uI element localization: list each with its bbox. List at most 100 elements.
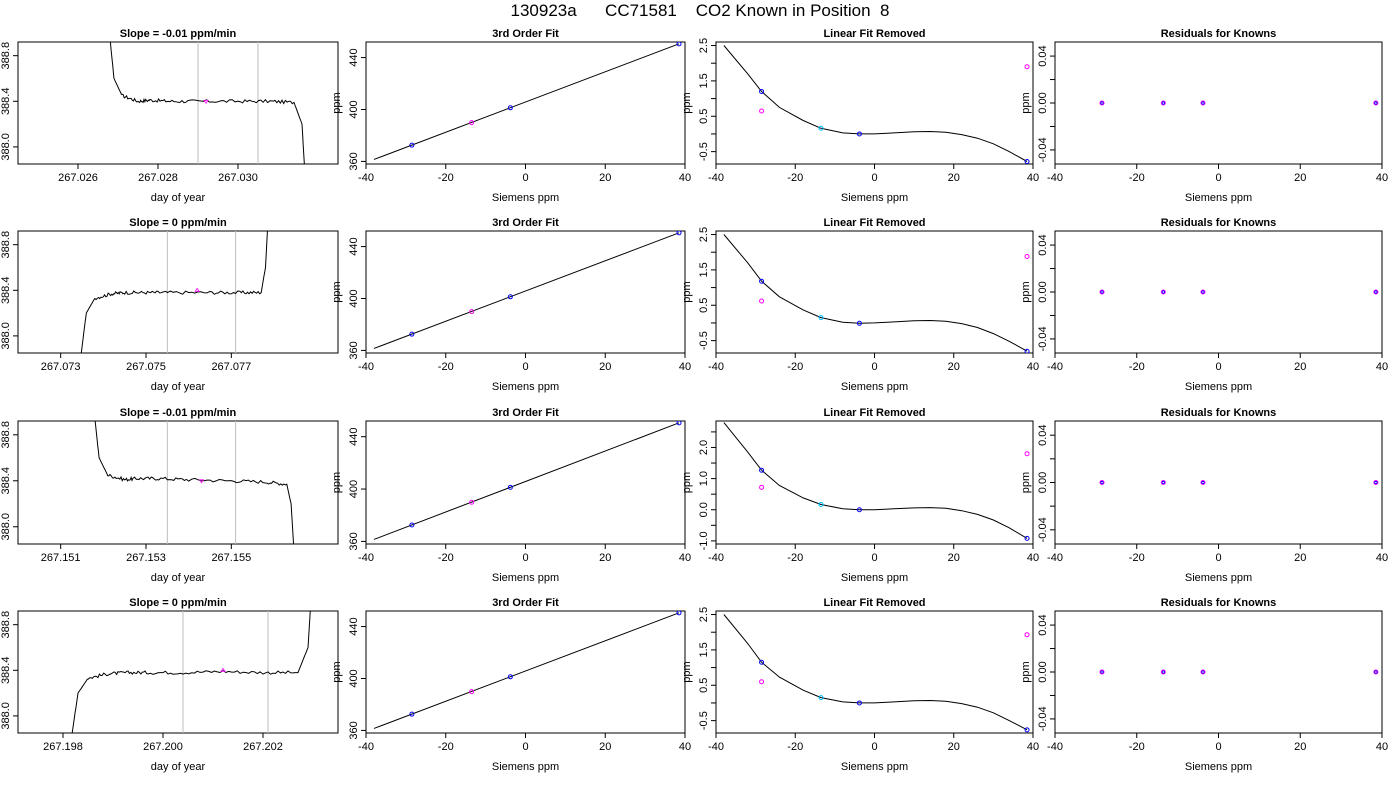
residual-point bbox=[1099, 289, 1105, 295]
x-tick-label: -20 bbox=[438, 552, 454, 564]
y-tick-label: 0.04 bbox=[1037, 45, 1049, 66]
x-tick-label: 267.026 bbox=[58, 172, 98, 184]
x-tick-label: 20 bbox=[948, 361, 960, 373]
plot-panel-fit-3: 3rd Order Fit -40 -20 0 20 40 Siemens ppm 360 40… bbox=[331, 407, 691, 584]
x-tick-label: 20 bbox=[948, 552, 960, 564]
y-tick-label: 360 bbox=[348, 721, 360, 739]
y-tick-label: 400 bbox=[348, 480, 360, 498]
y-tick-label: 388.4 bbox=[0, 277, 12, 305]
x-tick-label: -20 bbox=[1129, 552, 1145, 564]
mean-marker bbox=[198, 479, 205, 484]
fit-line bbox=[373, 422, 680, 540]
residual-point bbox=[1373, 289, 1379, 295]
y-tick-label: 360 bbox=[348, 341, 360, 359]
x-tick-label: 40 bbox=[679, 361, 691, 373]
x-tick-label: -40 bbox=[1047, 361, 1063, 373]
plot-area bbox=[373, 421, 682, 540]
x-tick-label: -40 bbox=[358, 172, 374, 184]
plot-panel-resid-3: Residuals for Knowns -40 -20 0 20 40 Siemens p… bbox=[1020, 407, 1388, 584]
plot-area bbox=[373, 611, 682, 729]
fit-curve bbox=[723, 45, 1028, 162]
residual-point-inner bbox=[1201, 290, 1205, 294]
y-axis-label: ppm bbox=[681, 472, 693, 493]
x-tick-label: 0 bbox=[871, 361, 877, 373]
x-tick-label: -40 bbox=[358, 741, 374, 753]
y-tick-label: 388.4 bbox=[0, 88, 12, 116]
x-tick-label: 0 bbox=[1215, 741, 1221, 753]
x-axis-label: Siemens ppm bbox=[841, 761, 908, 773]
residual-point bbox=[1373, 669, 1379, 675]
plot-panel-time-1: Slope = -0.01 ppm/min 267.026 267.028 267.0… bbox=[0, 28, 339, 204]
x-tick-label: 0 bbox=[871, 741, 877, 753]
residual-point bbox=[1200, 289, 1206, 295]
fit-curve bbox=[723, 614, 1028, 731]
plot-area bbox=[723, 234, 1030, 353]
x-tick-label: -20 bbox=[1129, 741, 1145, 753]
data-point-known bbox=[676, 42, 682, 47]
mean-marker bbox=[194, 287, 200, 292]
y-tick-label: 1.5 bbox=[698, 73, 710, 88]
residual-point-inner bbox=[1161, 290, 1165, 294]
y-tick-label: 400 bbox=[348, 100, 360, 118]
plot-area bbox=[109, 42, 305, 164]
data-point-fitted bbox=[469, 309, 475, 315]
mean-marker bbox=[203, 99, 209, 105]
x-tick-label: 0 bbox=[1215, 172, 1221, 184]
data-point-fitted bbox=[469, 689, 475, 695]
panel-title: Linear Fit Removed bbox=[823, 597, 925, 609]
plot-frame bbox=[715, 230, 1034, 354]
x-tick-label: 40 bbox=[679, 172, 691, 184]
plot-area bbox=[94, 421, 295, 544]
data-point-fitted bbox=[1024, 253, 1030, 259]
x-tick-label: 20 bbox=[948, 741, 960, 753]
x-tick-label: 40 bbox=[679, 552, 691, 564]
residual-point bbox=[1373, 100, 1379, 106]
x-axis-label: Siemens ppm bbox=[1185, 761, 1252, 773]
x-tick-label: 267.030 bbox=[218, 172, 258, 184]
y-tick-label: -0.5 bbox=[698, 711, 710, 730]
data-point-known bbox=[1024, 348, 1030, 353]
x-axis-label: Siemens ppm bbox=[1185, 192, 1252, 204]
y-axis-label: ppm bbox=[331, 661, 343, 682]
residual-point-inner bbox=[1100, 480, 1104, 485]
x-tick-label: 267.155 bbox=[211, 552, 251, 564]
plot-panel-fit-4: 3rd Order Fit -40 -20 0 20 40 Siemens ppm 360 40… bbox=[331, 597, 691, 773]
residual-point-inner bbox=[1100, 290, 1104, 294]
y-tick-label: 0.04 bbox=[1037, 614, 1049, 635]
panel-title: Slope = -0.01 ppm/min bbox=[120, 28, 237, 40]
y-tick-label: 440 bbox=[348, 48, 360, 66]
residual-point bbox=[1373, 480, 1379, 485]
fit-line bbox=[373, 612, 680, 729]
x-tick-label: -40 bbox=[708, 552, 724, 564]
data-point-known bbox=[507, 294, 513, 300]
y-tick-label: 360 bbox=[348, 532, 360, 550]
data-point-fitted bbox=[759, 484, 765, 490]
residual-point-inner bbox=[1161, 101, 1165, 105]
residual-point-inner bbox=[1201, 101, 1205, 105]
y-axis-label: ppm bbox=[331, 92, 343, 113]
x-axis-label: day of year bbox=[151, 192, 206, 204]
residual-point-inner bbox=[1374, 101, 1378, 105]
plot-frame bbox=[715, 41, 1034, 165]
x-tick-label: 267.198 bbox=[43, 741, 83, 753]
panel-title: Slope = -0.01 ppm/min bbox=[120, 407, 237, 419]
plot-area bbox=[373, 42, 682, 160]
residual-point-inner bbox=[1100, 670, 1104, 674]
y-tick-label: 388.8 bbox=[0, 231, 12, 259]
plot-panel-resid-4: Residuals for Knowns -40 -20 0 20 40 Siemens p… bbox=[1020, 597, 1388, 773]
data-point-known bbox=[759, 467, 765, 473]
fit-curve bbox=[723, 234, 1028, 352]
x-tick-label: 20 bbox=[599, 741, 611, 753]
y-tick-label: 0.00 bbox=[1037, 661, 1049, 682]
y-tick-label: 388.4 bbox=[0, 467, 12, 495]
y-tick-label: 0.04 bbox=[1037, 424, 1049, 445]
x-tick-label: 40 bbox=[1027, 361, 1039, 373]
y-tick-label: 2.5 bbox=[698, 38, 710, 53]
x-tick-label: -20 bbox=[787, 172, 803, 184]
y-tick-label: -0.5 bbox=[698, 331, 710, 350]
y-tick-label: 2.5 bbox=[698, 607, 710, 622]
y-tick-label: 388.8 bbox=[0, 421, 12, 449]
data-point-fitted bbox=[759, 679, 765, 685]
data-point-fitted bbox=[469, 120, 475, 126]
residual-point-inner bbox=[1201, 670, 1205, 674]
